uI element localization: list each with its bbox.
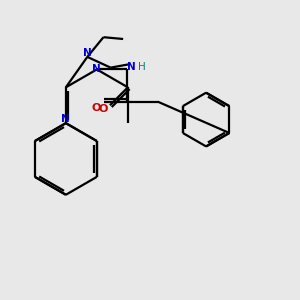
Text: O: O [98, 104, 107, 114]
Text: H: H [139, 61, 146, 72]
Text: O: O [92, 103, 101, 113]
Text: N: N [92, 64, 101, 74]
Text: N: N [127, 61, 136, 72]
Text: N: N [83, 48, 92, 58]
Text: N: N [61, 114, 70, 124]
